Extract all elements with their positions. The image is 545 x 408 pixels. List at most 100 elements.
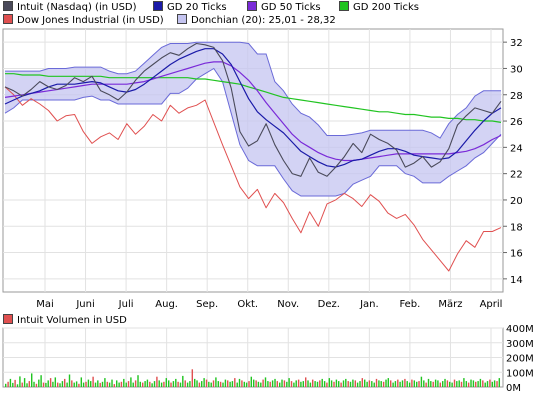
volume-bar <box>340 382 342 387</box>
volume-bar <box>215 377 217 387</box>
x-tick-label: Okt. <box>237 299 258 310</box>
volume-bar <box>26 383 28 387</box>
volume-bar <box>260 382 262 387</box>
volume-bar <box>319 380 321 387</box>
legend-gd200: GD 200 Ticks <box>339 1 419 13</box>
volume-bar <box>14 379 16 387</box>
volume-bar <box>328 378 331 387</box>
volume-bar <box>198 382 201 387</box>
volume-bar <box>68 374 71 387</box>
volume-bar <box>137 375 139 387</box>
legend-dow: Dow Jones Industrial (in USD) <box>3 14 164 26</box>
volume-bar <box>234 378 236 387</box>
volume-bar <box>21 382 23 387</box>
volume-bar <box>80 377 83 387</box>
volume-bar <box>444 378 446 387</box>
volume-bar <box>274 378 276 387</box>
volume-bar <box>134 380 137 387</box>
volume-bar <box>373 382 375 387</box>
y-tick-label: 22 <box>510 170 523 181</box>
x-tick-label: Juli <box>118 299 134 310</box>
volume-bar <box>323 381 326 387</box>
volume-bar <box>425 382 427 387</box>
volume-bar <box>90 381 92 387</box>
volume-bar <box>224 379 227 387</box>
x-tick-label: Jan. <box>359 299 379 310</box>
volume-bar <box>338 381 340 387</box>
volume-bar <box>342 380 345 387</box>
volume-bar <box>290 381 293 387</box>
volume-bar <box>482 380 484 387</box>
volume-bar <box>201 381 203 387</box>
volume-bar <box>382 381 385 387</box>
volume-y-tick-label: 300M <box>506 339 534 350</box>
volume-bar <box>64 378 66 387</box>
volume-bar <box>465 381 468 387</box>
volume-bar <box>406 381 408 387</box>
volume-bar <box>281 379 283 387</box>
volume-bar <box>293 382 295 387</box>
legend-label-gd50: GD 50 Ticks <box>261 2 321 13</box>
y-tick-label: 26 <box>510 117 523 128</box>
x-tick-label: Dez. <box>318 299 340 310</box>
volume-bar <box>177 381 179 387</box>
volume-bar <box>123 378 125 387</box>
volume-bar <box>38 379 40 387</box>
volume-bar <box>472 380 475 387</box>
x-tick-label: Sep. <box>196 299 218 310</box>
volume-bar <box>182 375 184 387</box>
volume-bar <box>241 380 243 387</box>
volume-bar <box>120 381 123 387</box>
volume-bar <box>345 378 347 387</box>
volume-bar <box>371 381 373 387</box>
volume-bar <box>158 380 160 387</box>
volume-bar <box>486 381 489 387</box>
volume-bar <box>19 376 21 387</box>
volume-bar <box>359 381 361 387</box>
volume-bar <box>361 378 364 387</box>
volume-bar <box>408 382 411 387</box>
volume-bar <box>82 382 85 387</box>
volume-bar <box>101 381 104 387</box>
donchian-band <box>5 42 501 197</box>
volume-bar <box>113 384 116 387</box>
volume-bar <box>87 379 90 387</box>
volume-bar <box>217 381 220 387</box>
series-line-intuit <box>4 42 502 177</box>
volume-bar <box>439 382 442 387</box>
volume-bar <box>352 379 354 387</box>
volume-bar <box>349 381 352 387</box>
volume-bar <box>307 380 309 387</box>
y-tick-label: 30 <box>510 64 523 75</box>
volume-bar <box>264 377 267 387</box>
volume-bar <box>416 381 418 387</box>
volume-bar <box>160 382 163 387</box>
volume-bar <box>423 380 425 387</box>
volume-bar <box>364 379 366 387</box>
series-line-gd20 <box>4 48 502 168</box>
volume-bar <box>33 381 35 387</box>
volume-bar <box>451 382 453 387</box>
volume-bar <box>418 381 420 387</box>
volume-bar <box>297 379 300 387</box>
volume-bar <box>97 380 99 387</box>
volume-bar <box>31 373 33 387</box>
legend-label-donchian: Donchian (20): 25,01 - 28,32 <box>191 15 336 26</box>
volume-bar <box>330 380 333 387</box>
volume-bar <box>271 380 274 387</box>
y-tick-label: 14 <box>510 275 523 286</box>
legend-swatch-dow <box>3 14 13 24</box>
volume-bar <box>453 379 456 387</box>
volume-bar <box>12 382 14 387</box>
y-tick-label: 28 <box>510 91 523 102</box>
volume-bar <box>262 379 264 387</box>
volume-bar <box>380 381 382 387</box>
x-tick-label: Feb. <box>399 299 420 310</box>
volume-bar <box>460 381 463 387</box>
volume-bar <box>106 381 109 387</box>
volume-y-tick-label: 400M <box>506 324 534 335</box>
y-tick-label: 24 <box>510 143 523 154</box>
volume-bar <box>248 381 250 387</box>
volume-bar <box>231 381 234 387</box>
